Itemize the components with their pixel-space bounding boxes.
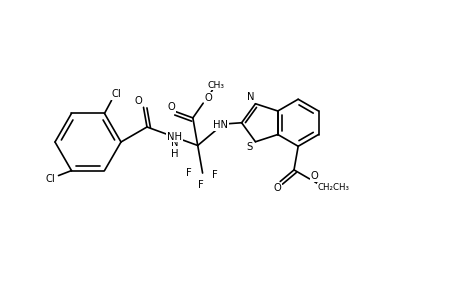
Text: O: O [167, 102, 174, 112]
Text: O: O [310, 171, 318, 181]
Text: F: F [185, 168, 191, 178]
Text: CH₃: CH₃ [207, 80, 224, 89]
Text: F: F [211, 170, 217, 180]
Text: CH₂CH₃: CH₂CH₃ [317, 183, 349, 192]
Text: Cl: Cl [45, 174, 55, 184]
Text: F: F [197, 180, 203, 190]
Text: O: O [134, 96, 142, 106]
Text: N
H: N H [170, 138, 178, 159]
Text: HN: HN [213, 120, 228, 130]
Text: O: O [273, 184, 280, 194]
Text: Cl: Cl [112, 89, 121, 99]
Text: O: O [204, 93, 212, 103]
Text: NH: NH [167, 132, 181, 142]
Text: N: N [246, 92, 254, 102]
Text: S: S [246, 142, 252, 152]
